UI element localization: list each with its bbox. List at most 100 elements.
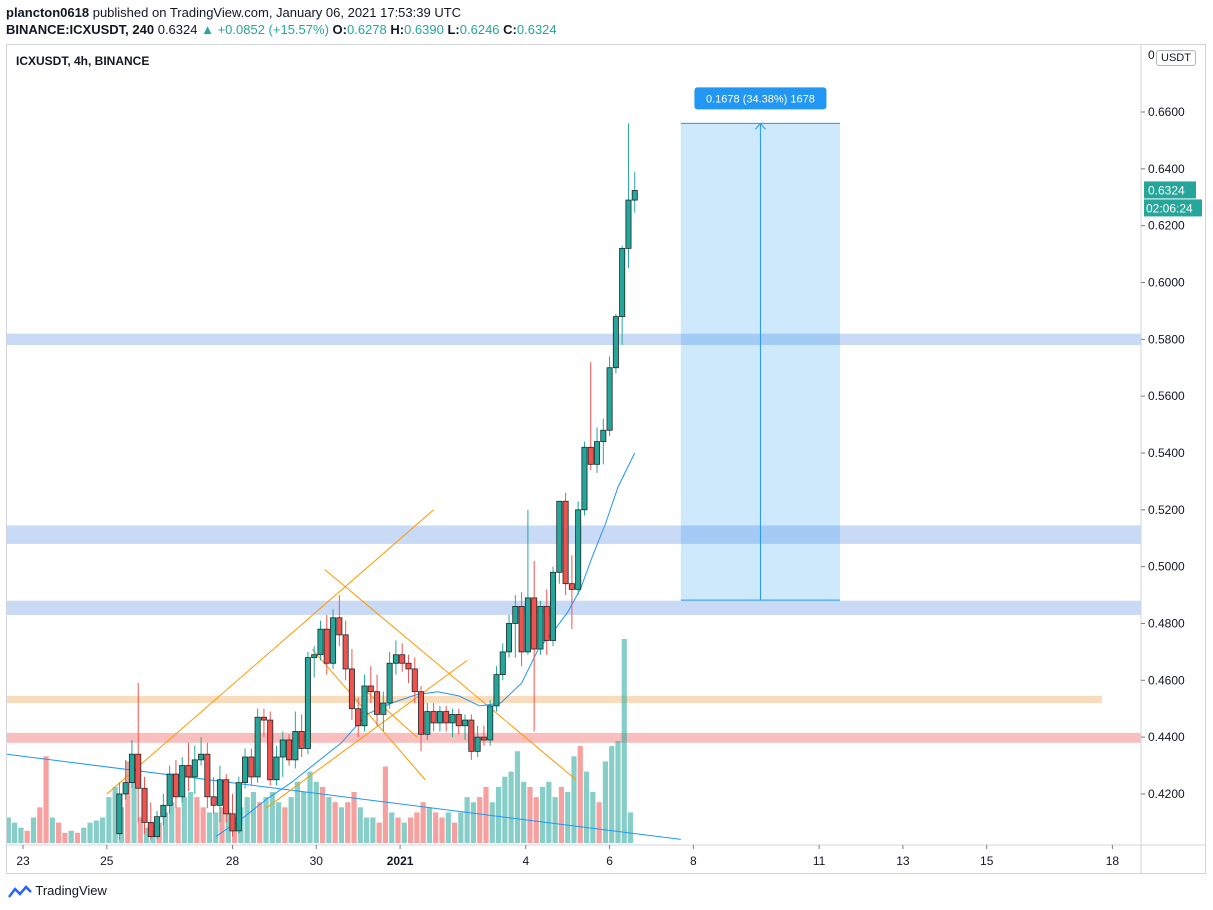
candle[interactable]: [260, 708, 267, 738]
volume-bar: [615, 741, 621, 843]
candle[interactable]: [480, 725, 487, 746]
candle[interactable]: [172, 759, 179, 809]
horizontal-zone[interactable]: [7, 525, 1141, 544]
candle[interactable]: [562, 492, 569, 596]
candle[interactable]: [154, 811, 161, 840]
candle[interactable]: [141, 776, 148, 834]
candle[interactable]: [436, 705, 443, 732]
candle[interactable]: [556, 500, 563, 584]
author-name[interactable]: plancton0618: [6, 5, 90, 20]
candle[interactable]: [449, 708, 456, 738]
candle[interactable]: [587, 362, 594, 471]
candle[interactable]: [411, 657, 418, 704]
candle[interactable]: [462, 714, 469, 740]
candle[interactable]: [455, 708, 462, 735]
trendline[interactable]: [324, 569, 577, 781]
candle[interactable]: [179, 757, 186, 803]
candle[interactable]: [600, 418, 607, 465]
trendline[interactable]: [106, 509, 434, 795]
candle[interactable]: [242, 748, 249, 789]
candle[interactable]: [386, 651, 393, 709]
candle[interactable]: [499, 643, 506, 681]
candle[interactable]: [122, 759, 129, 800]
candle[interactable]: [631, 171, 638, 213]
candle[interactable]: [374, 674, 381, 726]
candle[interactable]: [550, 566, 557, 647]
trendline[interactable]: [265, 660, 468, 809]
candle[interactable]: [191, 745, 198, 794]
candle[interactable]: [537, 600, 544, 655]
candle[interactable]: [254, 708, 261, 783]
candle[interactable]: [185, 742, 192, 792]
price-tick-label: 0.5400: [1148, 446, 1185, 460]
tradingview-watermark[interactable]: TradingView: [8, 883, 107, 899]
candle[interactable]: [612, 313, 619, 374]
candle[interactable]: [198, 737, 205, 766]
candle[interactable]: [568, 555, 575, 630]
candle[interactable]: [336, 595, 343, 647]
candle[interactable]: [430, 703, 437, 732]
currency-button[interactable]: USDT: [1156, 50, 1196, 66]
horizontal-zone[interactable]: [7, 600, 1141, 615]
candle[interactable]: [248, 748, 255, 786]
candle[interactable]: [619, 245, 626, 346]
candle[interactable]: [443, 705, 450, 732]
candle[interactable]: [468, 714, 475, 760]
candle[interactable]: [493, 666, 500, 712]
candle[interactable]: [330, 609, 337, 669]
trendline[interactable]: [311, 648, 426, 781]
candle[interactable]: [298, 714, 305, 758]
candle[interactable]: [128, 739, 135, 789]
plot-area[interactable]: [6, 122, 1141, 843]
candle[interactable]: [160, 793, 167, 826]
candle[interactable]: [116, 782, 123, 840]
candle[interactable]: [594, 427, 601, 473]
candle[interactable]: [323, 614, 330, 675]
horizontal-zone[interactable]: [7, 333, 1141, 346]
candle[interactable]: [487, 700, 494, 746]
candle[interactable]: [606, 356, 613, 436]
candle[interactable]: [279, 731, 286, 777]
candle[interactable]: [204, 742, 211, 809]
candle[interactable]: [625, 123, 632, 269]
candle[interactable]: [292, 711, 299, 769]
trendline[interactable]: [6, 753, 681, 840]
candle[interactable]: [223, 774, 230, 823]
candle[interactable]: [304, 651, 311, 755]
candle[interactable]: [311, 646, 318, 678]
candle[interactable]: [392, 640, 399, 675]
candle[interactable]: [147, 802, 154, 840]
candle[interactable]: [518, 592, 525, 667]
candle[interactable]: [361, 674, 368, 732]
candle[interactable]: [424, 703, 431, 740]
horizontal-zone[interactable]: [7, 695, 1102, 704]
candle[interactable]: [216, 765, 223, 823]
candle[interactable]: [474, 725, 481, 758]
candle[interactable]: [342, 620, 349, 681]
candle[interactable]: [531, 560, 538, 732]
candle[interactable]: [286, 734, 293, 766]
candle[interactable]: [210, 776, 217, 814]
candle[interactable]: [512, 595, 519, 658]
candle[interactable]: [418, 685, 425, 752]
candle[interactable]: [348, 649, 355, 721]
horizontal-zone[interactable]: [7, 732, 1141, 743]
candle[interactable]: [524, 509, 531, 655]
candle[interactable]: [543, 589, 550, 655]
candle[interactable]: [367, 666, 374, 704]
candle[interactable]: [229, 793, 236, 837]
candle[interactable]: [581, 441, 588, 516]
candle[interactable]: [317, 620, 324, 661]
candle[interactable]: [506, 614, 513, 658]
candle[interactable]: [399, 643, 406, 672]
candle[interactable]: [355, 697, 362, 738]
candle[interactable]: [267, 711, 274, 786]
candle[interactable]: [405, 654, 412, 684]
candle[interactable]: [235, 776, 242, 834]
candle[interactable]: [273, 745, 280, 786]
candle[interactable]: [166, 765, 173, 814]
candle[interactable]: [380, 691, 387, 732]
candle[interactable]: [135, 683, 142, 823]
candle[interactable]: [575, 501, 582, 596]
